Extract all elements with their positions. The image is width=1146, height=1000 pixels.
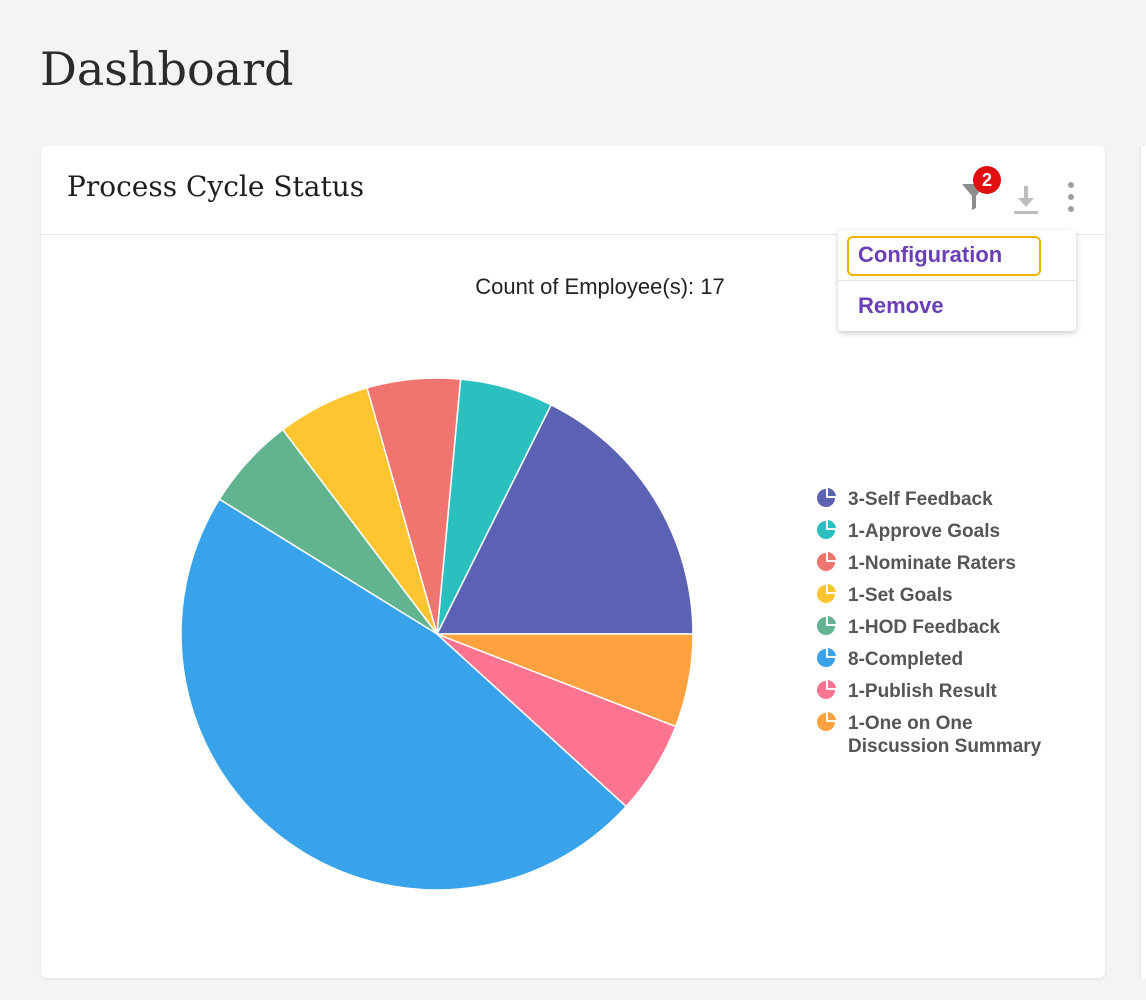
page-title: Dashboard [40, 42, 294, 96]
menu-item-configuration[interactable]: Configuration [838, 230, 1076, 281]
legend-label: 1-Approve Goals [848, 521, 1000, 542]
legend-label: 1-One on One Discussion Summary [848, 713, 1042, 757]
pie-slice[interactable] [436, 633, 694, 728]
chart-title: Count of Employee(s): 17 [475, 274, 724, 299]
pie-slice[interactable] [180, 498, 628, 891]
legend-item[interactable]: 1-Set Goals [817, 584, 953, 606]
legend-label: 3-Self Feedback [848, 489, 993, 510]
legend-pie-icon [817, 552, 836, 571]
pie-slice[interactable] [435, 403, 694, 635]
legend-item[interactable]: 1-Nominate Raters [817, 552, 1016, 574]
card-title: Process Cycle Status [67, 170, 365, 203]
adjacent-card-edge [1140, 146, 1146, 978]
legend-label: 1-Publish Result [848, 681, 998, 702]
legend-item[interactable]: 8-Completed [817, 648, 963, 670]
legend-pie-icon [817, 520, 836, 539]
legend-item[interactable]: 1-Approve Goals [817, 520, 1000, 542]
legend-label: 1-Nominate Raters [848, 553, 1016, 574]
legend-label: 8-Completed [848, 649, 963, 670]
card-header: Process Cycle Status 2 [41, 146, 1105, 235]
download-icon[interactable] [1011, 182, 1041, 216]
legend-pie-icon [817, 712, 836, 731]
legend-item[interactable]: 3-Self Feedback [817, 488, 993, 510]
legend-label: 1-HOD Feedback [848, 617, 1000, 638]
legend-pie-icon [817, 488, 836, 507]
legend-pie-icon [817, 648, 836, 667]
legend-label: 1-Set Goals [848, 585, 953, 606]
legend-item[interactable]: 1-HOD Feedback [817, 616, 1000, 638]
menu-item-label: Remove [858, 293, 944, 318]
menu-item-remove[interactable]: Remove [838, 281, 1076, 331]
legend-item[interactable]: 1-Publish Result [817, 680, 998, 702]
legend-item[interactable]: 1-One on One Discussion Summary [817, 712, 1042, 757]
more-options-icon[interactable] [1061, 180, 1081, 216]
legend-pie-icon [817, 616, 836, 635]
legend-pie-icon [817, 584, 836, 603]
menu-item-label: Configuration [858, 242, 1003, 267]
card-options-menu: Configuration Remove [838, 230, 1076, 331]
legend-pie-icon [817, 680, 836, 699]
filter-count-badge: 2 [973, 166, 1001, 194]
